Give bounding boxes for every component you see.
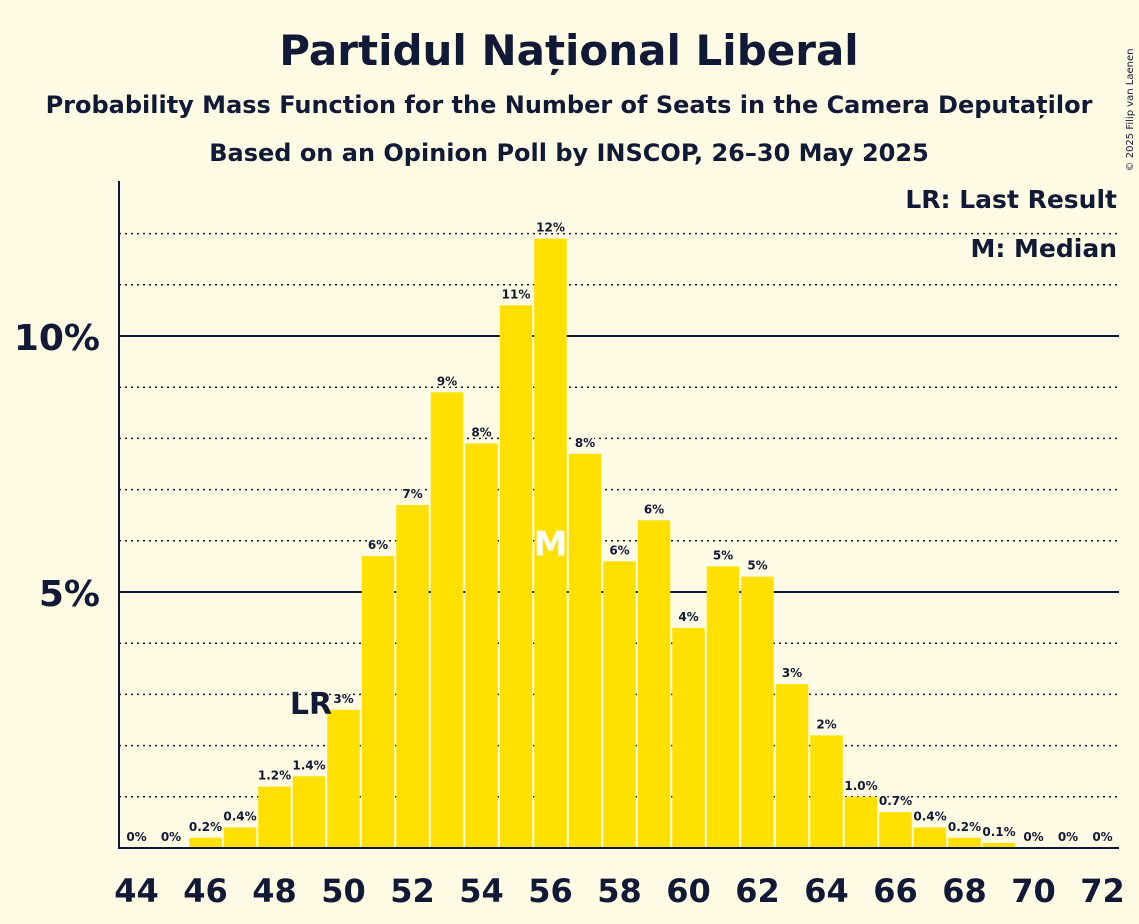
bar xyxy=(913,827,947,848)
x-tick-label: 52 xyxy=(390,872,435,910)
data-label: 0% xyxy=(161,830,181,844)
legend-last-result: LR: Last Result xyxy=(905,185,1117,214)
data-label: 0.4% xyxy=(223,810,256,824)
bar xyxy=(948,837,981,848)
data-label: 6% xyxy=(644,502,664,516)
data-label: 1.2% xyxy=(258,769,291,783)
bar xyxy=(189,837,222,848)
bar xyxy=(361,556,395,848)
data-label: 5% xyxy=(713,548,733,562)
data-label: 0% xyxy=(126,830,146,844)
x-tick-label: 44 xyxy=(114,872,159,910)
bar xyxy=(982,842,1016,848)
bar xyxy=(741,576,774,848)
chart-title: Partidul Național Liberal xyxy=(279,26,858,76)
data-label: 12% xyxy=(536,221,565,235)
data-label: 0% xyxy=(1023,830,1043,844)
data-label: 8% xyxy=(471,426,491,440)
x-tick-label: 72 xyxy=(1080,872,1125,910)
data-labels: 0% 0%0.2%0.4%1.2%1.4%3%6%7%9%8%11%12%8%6%… xyxy=(125,219,1114,845)
bar xyxy=(775,684,809,848)
data-label: 0.7% xyxy=(879,794,912,808)
data-label: 5% xyxy=(747,559,767,573)
x-tick-label: 46 xyxy=(183,872,228,910)
bar xyxy=(637,520,671,848)
data-label: 3% xyxy=(782,666,802,680)
x-tick-label: 70 xyxy=(1011,872,1056,910)
x-tick-label: 58 xyxy=(597,872,642,910)
x-tick-label: 60 xyxy=(666,872,711,910)
x-tick-label: 68 xyxy=(942,872,987,910)
data-label: 11% xyxy=(502,287,531,301)
x-tick-label: 62 xyxy=(735,872,780,910)
data-label: 6% xyxy=(368,538,388,552)
legend-median: M: Median xyxy=(970,234,1117,263)
bar xyxy=(810,735,843,848)
x-tick-label: 56 xyxy=(528,872,573,910)
bar xyxy=(844,796,878,848)
bar xyxy=(568,453,602,848)
chart-subtitle-2: Based on an Opinion Poll by INSCOP, 26–3… xyxy=(209,139,929,167)
data-label: 0% xyxy=(1092,830,1112,844)
x-tick-label: 54 xyxy=(459,872,504,910)
y-tick-label: 5% xyxy=(39,574,100,615)
bar xyxy=(465,443,498,848)
x-tick-label: 64 xyxy=(804,872,849,910)
y-axis-ticks: 5% 10% xyxy=(14,318,100,615)
bar xyxy=(327,709,360,848)
bars xyxy=(189,238,1016,849)
last-result-marker: LR xyxy=(290,687,332,722)
bar xyxy=(396,504,429,848)
chart-subtitle: Probability Mass Function for the Number… xyxy=(46,91,1093,119)
bar xyxy=(292,776,326,848)
data-label: 4% xyxy=(678,610,698,624)
x-tick-label: 48 xyxy=(252,872,297,910)
data-label: 8% xyxy=(575,436,595,450)
bar xyxy=(706,566,740,848)
bar xyxy=(499,305,533,848)
x-tick-label: 66 xyxy=(873,872,918,910)
data-label: 1.4% xyxy=(292,758,325,772)
bar xyxy=(430,392,464,848)
data-label: 0.2% xyxy=(189,820,222,834)
copyright: © 2025 Filip van Laenen xyxy=(1125,49,1136,172)
bar xyxy=(534,238,567,849)
data-label: 0.2% xyxy=(948,820,981,834)
x-tick-label: 50 xyxy=(321,872,366,910)
data-label: 9% xyxy=(437,374,457,388)
median-marker: M xyxy=(534,524,568,564)
data-label: 6% xyxy=(609,543,629,557)
y-tick-label: 10% xyxy=(14,318,100,359)
data-label: 0.1% xyxy=(982,825,1015,839)
bar xyxy=(672,627,705,848)
data-label: 0% xyxy=(1058,830,1078,844)
bar xyxy=(879,812,912,848)
bar xyxy=(258,786,291,848)
x-axis-ticks: 44 46 48 50 52 54 56 58 60 62 64 66 68 70 72 xyxy=(114,872,1125,910)
data-label: 0.4% xyxy=(913,810,946,824)
data-label: 7% xyxy=(402,487,422,501)
data-label: 3% xyxy=(333,692,353,706)
bar xyxy=(603,561,636,848)
data-label: 2% xyxy=(816,717,836,731)
bar xyxy=(223,827,257,848)
data-label: 1.0% xyxy=(844,779,877,793)
